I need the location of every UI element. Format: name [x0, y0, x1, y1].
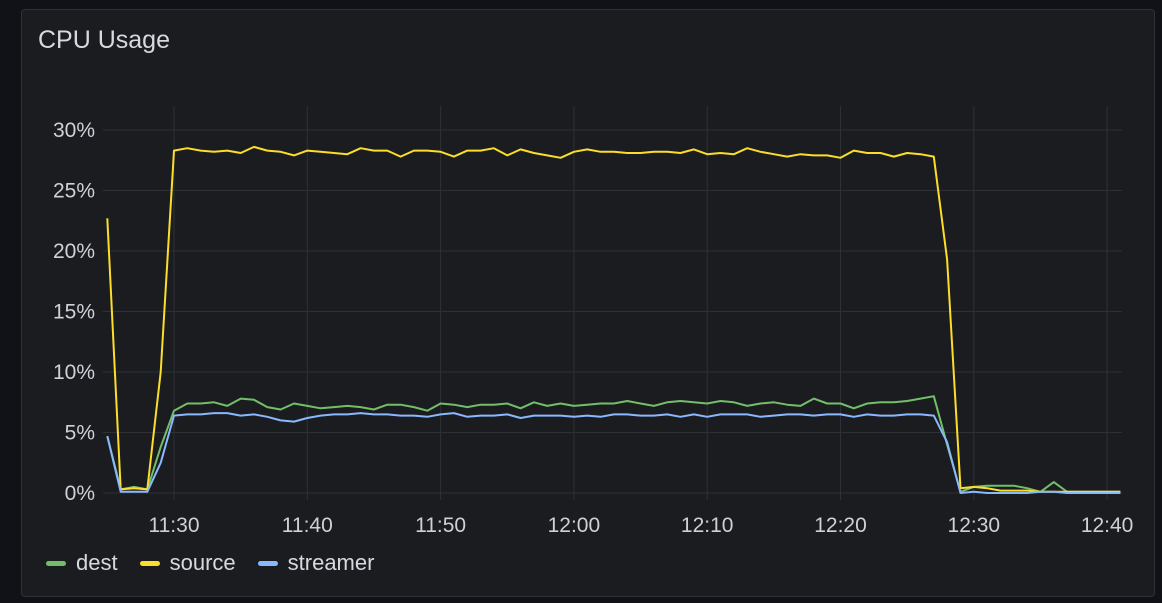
legend-item-dest[interactable]: dest	[46, 550, 118, 576]
panel-title: CPU Usage	[38, 26, 170, 54]
series-line-source	[106, 145, 1121, 493]
x-tick-label: 12:10	[681, 514, 734, 537]
y-tick-label: 30%	[53, 119, 95, 142]
x-tick-label: 12:00	[548, 514, 601, 537]
series-line-streamer	[106, 412, 1121, 494]
y-tick-label: 15%	[53, 301, 95, 324]
legend-item-source[interactable]: source	[139, 550, 236, 576]
legend-label: dest	[76, 550, 118, 575]
x-tick-label: 12:30	[948, 514, 1001, 537]
series-line-dest	[106, 395, 1121, 493]
x-tick-label: 11:40	[282, 514, 333, 537]
x-tick-label: 12:40	[1081, 514, 1134, 537]
y-tick-label: 5%	[65, 422, 95, 445]
legend: dest source streamer	[46, 550, 374, 576]
x-tick-label: 11:50	[415, 514, 466, 537]
y-tick-label: 10%	[53, 361, 95, 384]
y-tick-label: 25%	[53, 180, 95, 203]
legend-swatch	[257, 560, 278, 566]
x-tick-label: 12:20	[814, 514, 867, 537]
y-tick-label: 0%	[65, 482, 95, 505]
legend-swatch	[139, 560, 160, 566]
legend-item-streamer[interactable]: streamer	[257, 550, 375, 576]
legend-swatch	[46, 560, 66, 566]
chart-panel	[21, 9, 1155, 597]
x-tick-label: 11:30	[149, 514, 200, 537]
legend-label: streamer	[287, 550, 375, 575]
y-tick-label: 20%	[53, 240, 95, 263]
legend-label: source	[169, 550, 236, 575]
